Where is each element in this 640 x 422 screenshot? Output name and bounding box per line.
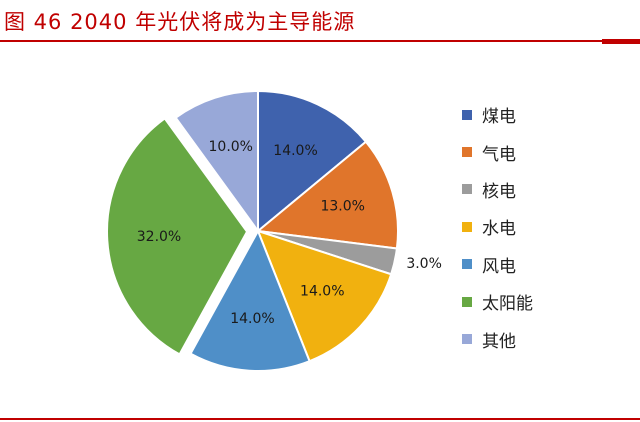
pie-slice-太阳能 [106,117,249,356]
legend-label: 其他 [482,331,516,352]
header: 图 46 2040 年光伏将成为主导能源 [0,0,640,44]
bottom-rule [0,418,640,420]
legend-item-水电: 水电 [462,208,533,245]
data-label-水电: 14.0% [300,283,344,299]
legend-item-太阳能: 太阳能 [462,283,533,320]
legend-swatch [462,109,472,120]
legend-swatch [462,221,472,232]
pie-slice-煤电 [257,89,368,234]
legend-label: 核电 [482,181,516,202]
data-label-煤电: 14.0% [273,143,317,159]
title-rule-accent [602,39,640,44]
data-label-核电: 3.0% [406,256,442,272]
title-rule [0,40,640,42]
pie-slice-风电 [189,228,311,372]
legend-swatch [462,334,472,345]
legend-label: 风电 [482,256,516,277]
legend-swatch [462,147,472,158]
legend-swatch [462,296,472,307]
chart-legend: 煤电气电核电水电风电太阳能其他 [462,96,533,358]
page-title: 图 46 2040 年光伏将成为主导能源 [4,10,356,34]
legend-label: 太阳能 [482,294,533,315]
pie-slice-水电 [256,229,393,363]
data-label-其他: 10.0% [209,139,253,155]
data-label-风电: 14.0% [230,311,274,327]
legend-swatch [462,259,472,270]
data-label-太阳能: 32.0% [137,229,181,245]
legend-label: 煤电 [482,107,516,128]
pie-slice-气电 [255,140,399,250]
legend-item-煤电: 煤电 [462,96,533,133]
pie-slice-其他 [174,89,259,235]
legend-item-气电: 气电 [462,133,533,170]
legend-item-风电: 风电 [462,246,533,283]
data-label-气电: 13.0% [320,198,364,214]
legend-item-核电: 核电 [462,171,533,208]
legend-item-其他: 其他 [462,320,533,357]
legend-label: 水电 [482,219,516,240]
legend-label: 气电 [482,144,516,165]
legend-swatch [462,184,472,195]
